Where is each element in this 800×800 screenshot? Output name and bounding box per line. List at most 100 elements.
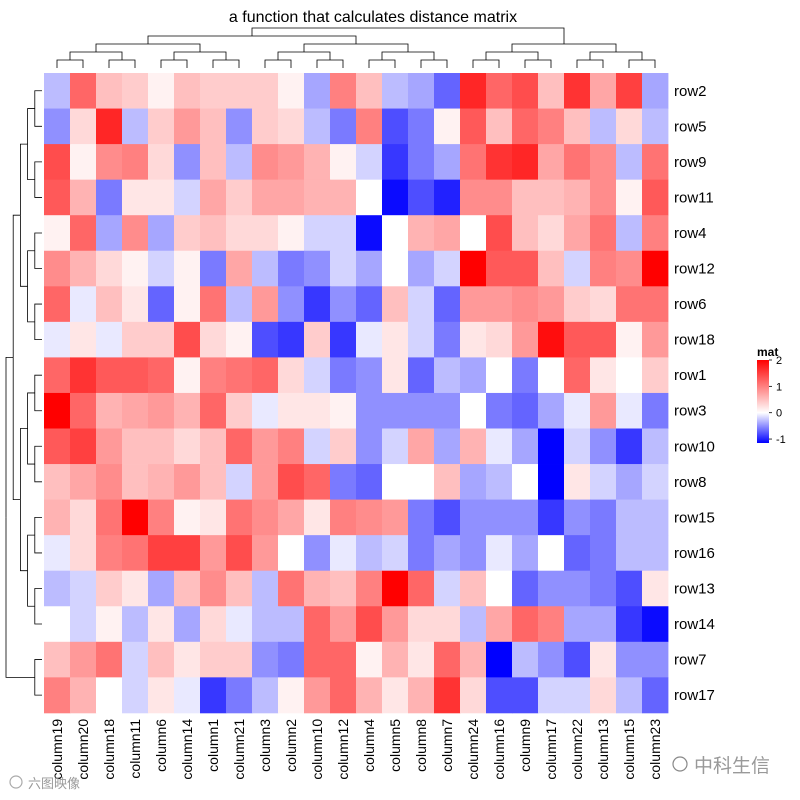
heatmap-cell	[122, 428, 149, 465]
heatmap-cell	[70, 392, 97, 429]
dendrogram-branch	[589, 51, 616, 60]
heatmap-cell	[174, 286, 201, 323]
heatmap-cell	[590, 144, 617, 181]
dendrogram-branch	[148, 43, 201, 52]
heatmap-cell	[590, 464, 617, 500]
heatmap-cell	[434, 535, 461, 572]
heatmap-cell	[96, 144, 123, 181]
heatmap-cell	[434, 392, 461, 429]
heatmap-cell	[434, 144, 461, 181]
heatmap-cell	[44, 215, 71, 252]
heatmap-cell	[382, 606, 409, 643]
row-label: row15	[674, 509, 715, 526]
heatmap-cell	[122, 357, 149, 394]
heatmap-cell	[590, 499, 617, 536]
heatmap-cell	[382, 321, 409, 358]
heatmap-cell	[434, 215, 461, 252]
column-label: column12	[335, 719, 351, 780]
heatmap-cells	[44, 73, 669, 714]
watermark-left: 六图映像	[9, 775, 80, 791]
heatmap-cell	[44, 428, 71, 465]
dendrogram-branch	[304, 51, 331, 60]
dendrogram-branch	[200, 51, 227, 60]
heatmap-cell	[486, 606, 513, 643]
row-label: row10	[674, 438, 715, 455]
heatmap-cell	[278, 535, 305, 572]
chart-title: a function that calculates distance matr…	[229, 9, 517, 26]
heatmap-cell	[564, 570, 591, 607]
row-label: row18	[674, 332, 715, 349]
dendrogram-branch	[590, 59, 604, 68]
heatmap-cell	[174, 535, 201, 572]
heatmap-cell	[70, 428, 97, 465]
heatmap-cell	[460, 392, 487, 429]
heatmap-cell	[564, 215, 591, 252]
heatmap-cell	[330, 250, 357, 287]
heatmap-cell	[70, 641, 97, 678]
heatmap-cell	[434, 464, 461, 500]
heatmap-cell	[512, 321, 539, 358]
heatmap-cell	[538, 250, 565, 287]
row-label: row5	[674, 118, 707, 135]
heatmap-cell	[616, 570, 643, 607]
heatmap-cell	[148, 677, 175, 714]
heatmap-cell	[382, 108, 409, 145]
heatmap-cell	[642, 73, 669, 109]
heatmap-cell	[434, 179, 461, 216]
heatmap-cell	[564, 321, 591, 358]
heatmap-cell	[148, 357, 175, 394]
dendrogram-branch	[564, 43, 617, 52]
column-label: column7	[439, 719, 455, 772]
column-label: column5	[387, 719, 403, 772]
heatmap-cell	[460, 464, 487, 500]
heatmap-cell	[148, 108, 175, 145]
heatmap-cell	[460, 179, 487, 216]
heatmap-cell	[460, 677, 487, 714]
dendrogram-branch	[264, 59, 278, 68]
heatmap-cell	[616, 499, 643, 536]
heatmap-cell	[226, 321, 253, 358]
heatmap-cell	[330, 428, 357, 465]
dendrogram-branch	[5, 517, 35, 678]
heatmap-cell	[356, 499, 383, 536]
heatmap-cell	[486, 535, 513, 572]
column-label: column23	[647, 719, 663, 780]
heatmap-cell	[642, 428, 669, 465]
heatmap-cell	[486, 464, 513, 500]
heatmap-cell	[538, 428, 565, 465]
column-label: column2	[283, 719, 299, 772]
heatmap-cell	[616, 215, 643, 252]
heatmap-cell	[304, 641, 331, 678]
heatmap-cell	[200, 179, 227, 216]
dendrogram-branch	[5, 357, 14, 518]
dendrogram-branch	[330, 59, 344, 68]
heatmap-cell	[512, 641, 539, 678]
heatmap-cell	[460, 641, 487, 678]
heatmap-cell	[122, 392, 149, 429]
watermark-right-text: 中科生信	[694, 755, 770, 777]
heatmap-cell	[382, 641, 409, 678]
heatmap-cell	[304, 73, 331, 109]
heatmap-cell	[330, 108, 357, 145]
column-label: column13	[595, 719, 611, 780]
heatmap-cell	[278, 250, 305, 287]
dendrogram-branch	[34, 179, 42, 198]
dendrogram-branch	[34, 250, 42, 269]
heatmap-cell	[512, 570, 539, 607]
dendrogram-branch	[212, 59, 226, 68]
column-label: column20	[75, 719, 91, 780]
heatmap-cell	[408, 250, 435, 287]
dendrogram-branch	[251, 27, 408, 36]
heatmap-cell	[486, 641, 513, 678]
heatmap-cell	[460, 357, 487, 394]
heatmap-cell	[70, 286, 97, 323]
column-labels: column19 column20 column18 column11 column6 c…	[49, 719, 663, 780]
dendrogram-branch	[420, 59, 434, 68]
heatmap-cell	[408, 499, 435, 536]
heatmap-cell	[382, 144, 409, 181]
dendrogram-branch	[576, 59, 590, 68]
heatmap-cell	[356, 535, 383, 572]
heatmap-cell	[278, 144, 305, 181]
